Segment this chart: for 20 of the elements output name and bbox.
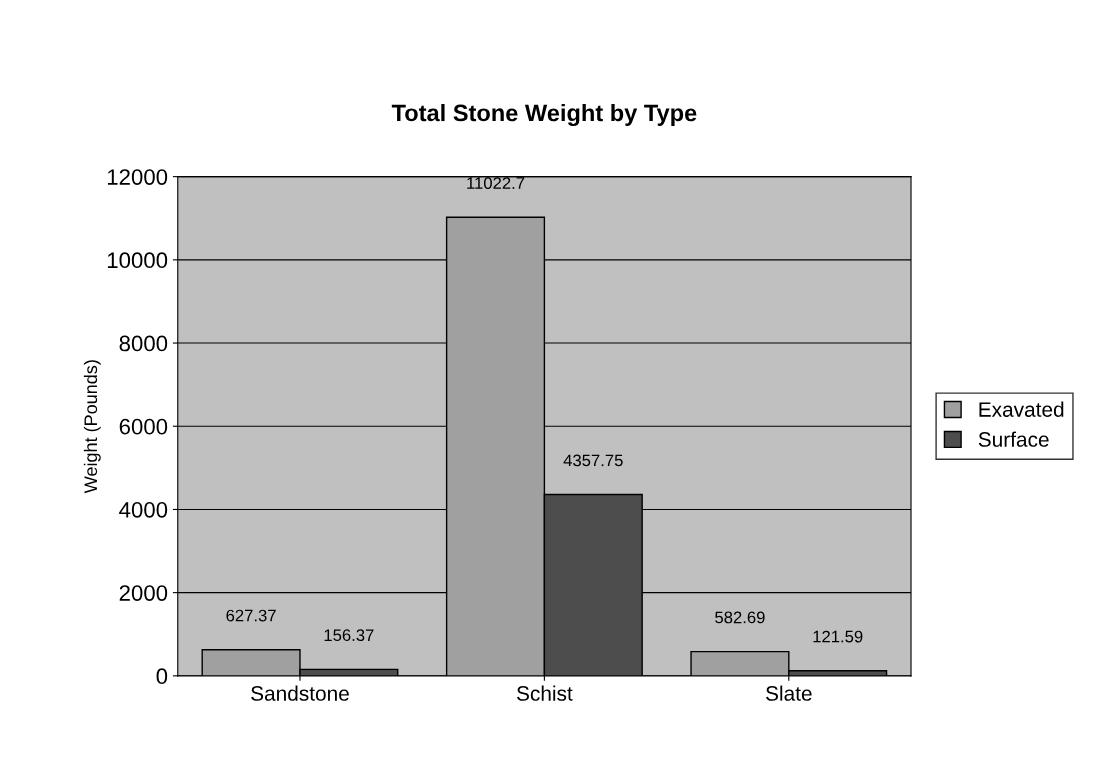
y-tick-label: 12000 [107, 169, 168, 185]
x-tick-label: Schist [516, 685, 573, 701]
legend-label: Surface [978, 431, 1049, 447]
legend-label: Exavated [979, 401, 1064, 417]
y-tick-label: 10000 [107, 252, 168, 269]
y-tick-label: 4000 [119, 501, 168, 518]
data-label: 121.59 [813, 630, 863, 643]
chart-title: Total Stone Weight by Type [391, 103, 697, 127]
x-tick-label: Sandstone [251, 685, 349, 701]
data-label: 11022.7 [467, 177, 525, 189]
y-tick-label: 8000 [119, 335, 168, 352]
y-tick-label: 2000 [119, 585, 168, 601]
data-label: 627.37 [226, 609, 276, 622]
y-axis-title: Weight (Pounds) [83, 360, 101, 494]
data-label: 156.37 [324, 629, 374, 642]
y-tick-label: 0 [156, 668, 168, 685]
data-label: 582.69 [715, 611, 765, 624]
data-label: 4357.75 [563, 454, 623, 467]
y-tick-label: 6000 [119, 418, 168, 435]
x-tick-label: Slate [766, 685, 812, 701]
